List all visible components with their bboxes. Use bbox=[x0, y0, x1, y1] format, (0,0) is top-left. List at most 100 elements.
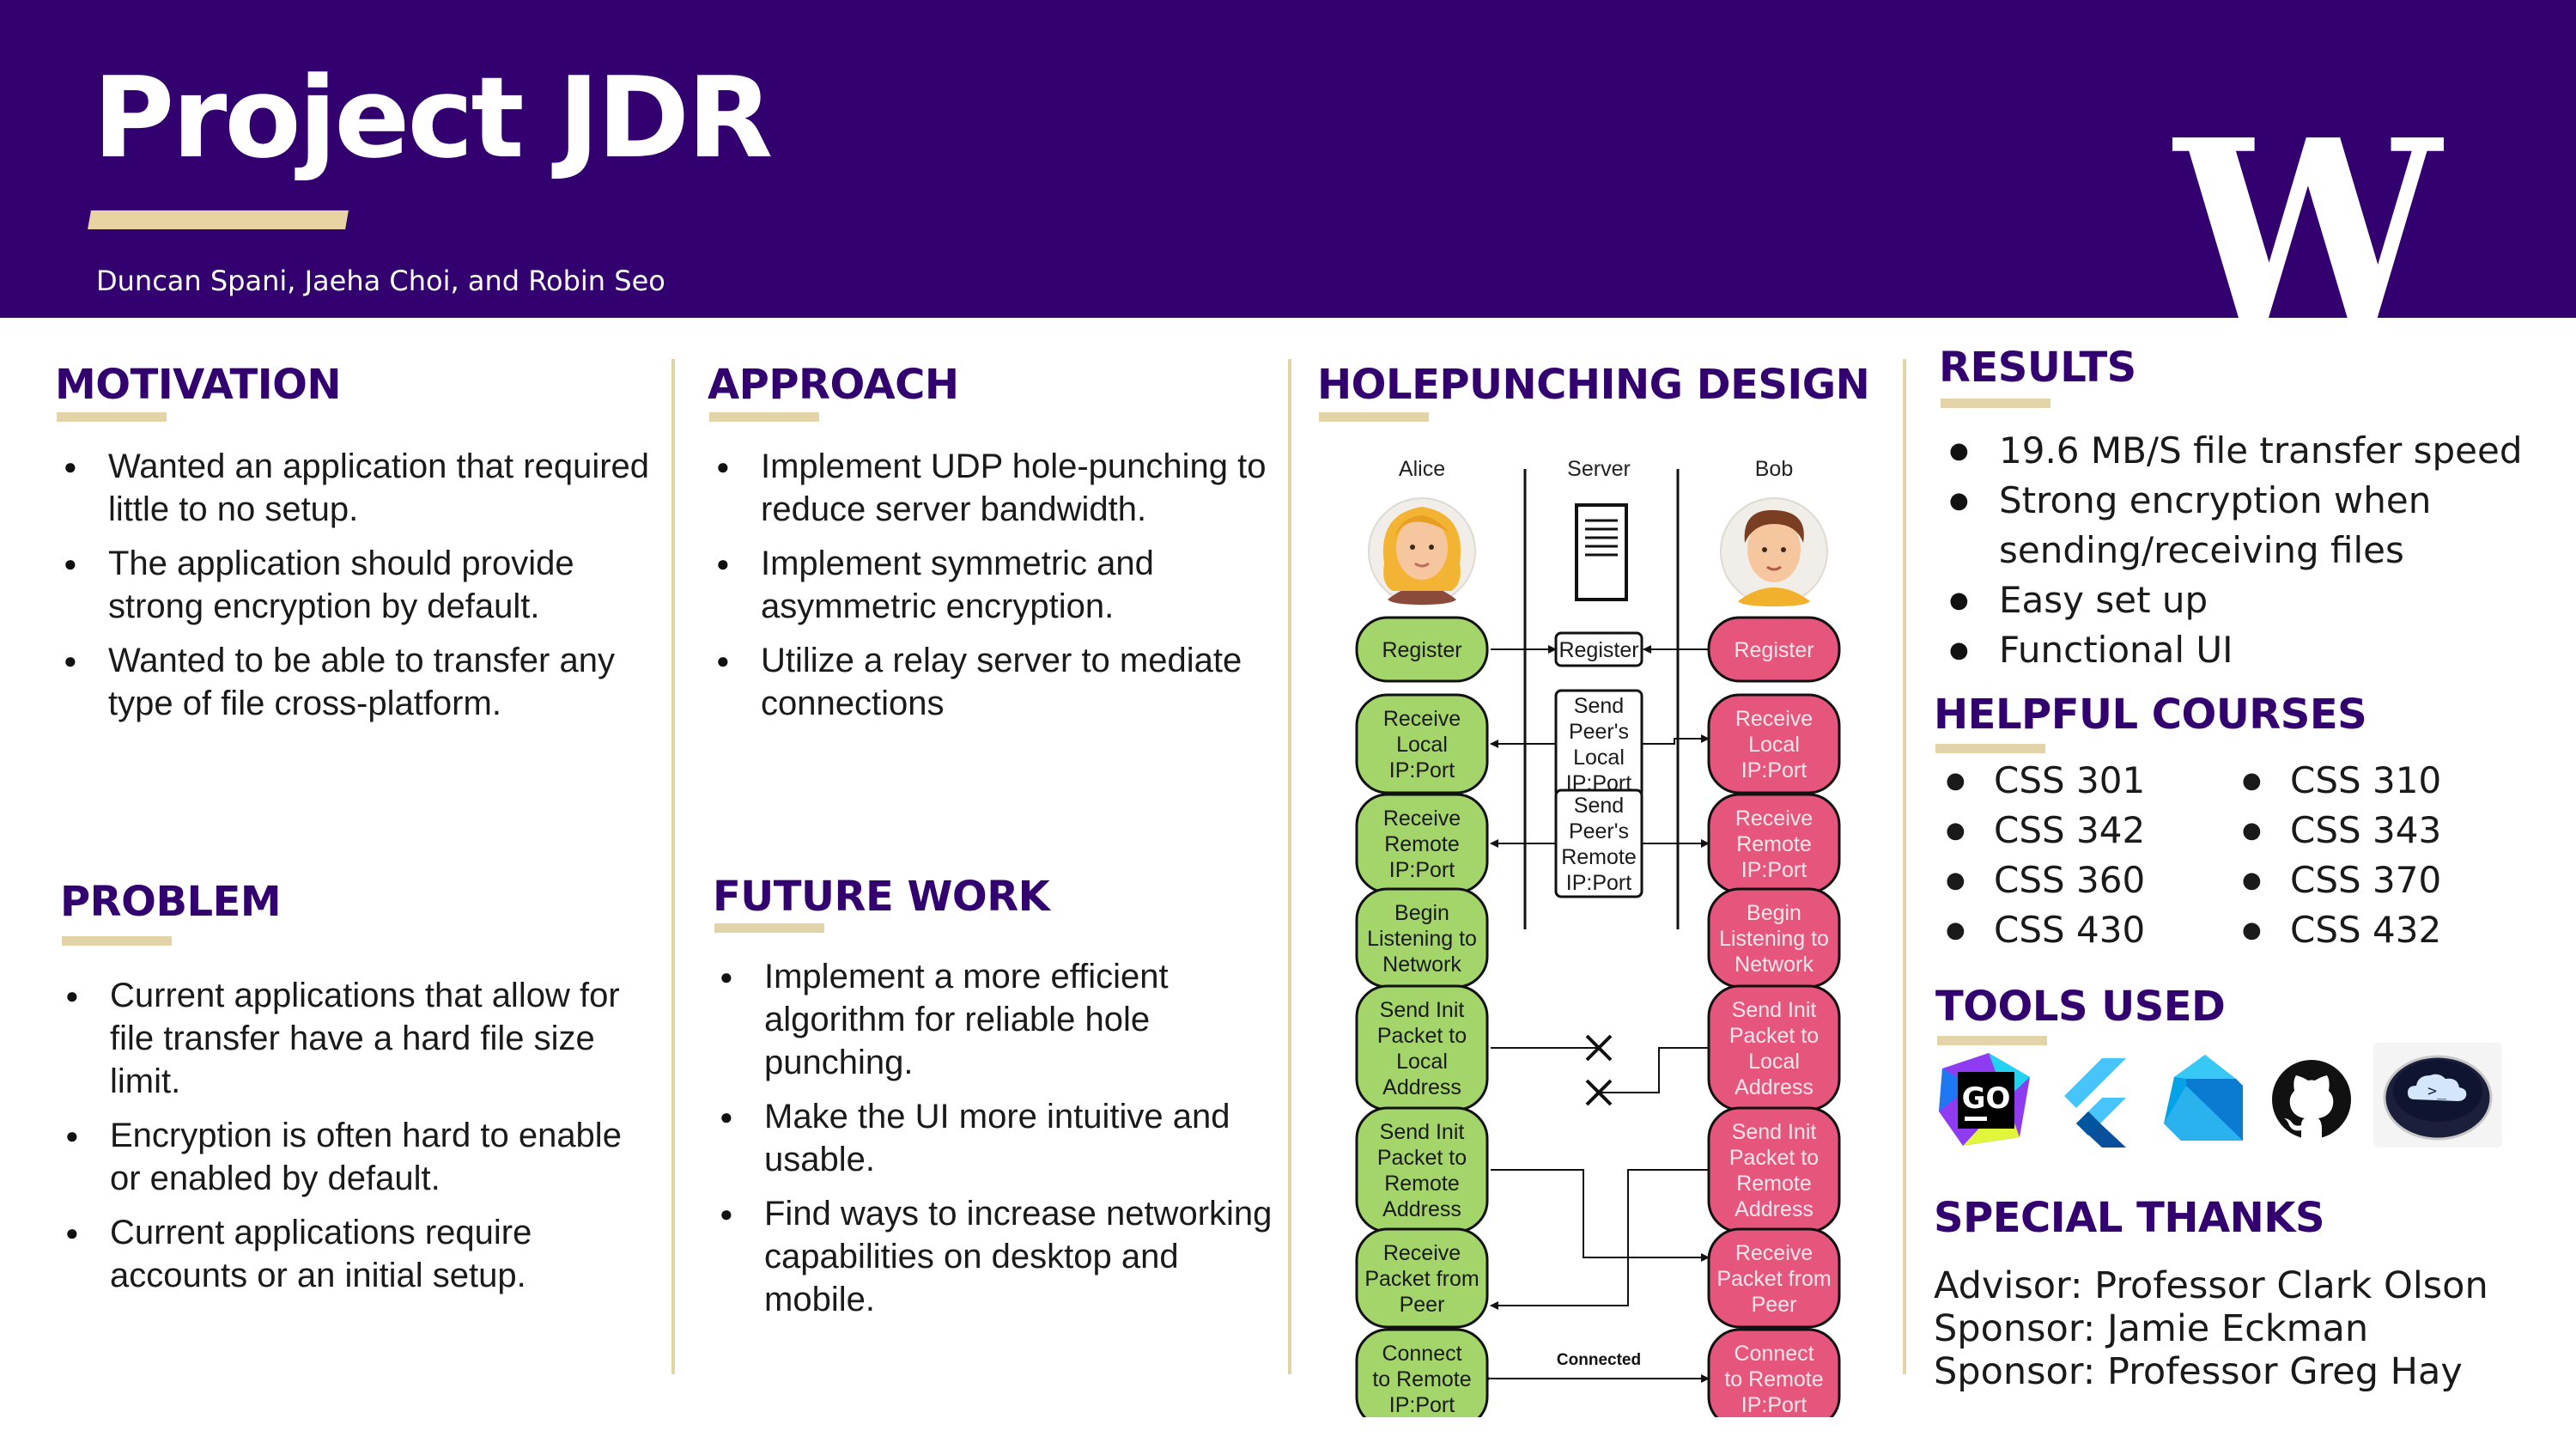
course-item: CSS 432 bbox=[2239, 905, 2535, 955]
list-item: Implement a more efficient algorithm for… bbox=[718, 955, 1276, 1084]
list-item: Current applications require accounts or… bbox=[64, 1211, 656, 1297]
motivation-list: Wanted an application that required litt… bbox=[62, 445, 654, 736]
server-step-3-shape bbox=[1554, 788, 1643, 898]
alice-step-2-label: Receive Local IP:Port bbox=[1383, 707, 1461, 782]
results-underline bbox=[1941, 399, 2050, 408]
alice-step-5-label: Send Init Packet to Local Address bbox=[1377, 998, 1467, 1099]
server-step-3-label: Send Peer's Remote IP:Port bbox=[1561, 794, 1637, 895]
approach-list: Implement UDP hole-punching to reduce se… bbox=[714, 445, 1273, 736]
step-nodes: Register Receive Local IP:Port Receive Remote… bbox=[1355, 616, 1841, 1417]
course-item: CSS 430 bbox=[1942, 905, 2239, 955]
courses-grid: CSS 301 CSS 310 CSS 342 CSS 343 CSS 360 … bbox=[1942, 756, 2561, 955]
list-item: The application should provide strong en… bbox=[62, 542, 654, 628]
bob-step-8-shape bbox=[1707, 1328, 1841, 1417]
bob-step-5-label: Send Init Packet to Local Address bbox=[1729, 998, 1819, 1099]
bob-step-7-shape bbox=[1707, 1227, 1841, 1329]
terminal-prompt: >_ bbox=[2427, 1082, 2446, 1100]
actor-label-server: Server bbox=[1567, 457, 1631, 481]
approach-heading: APPROACH bbox=[708, 361, 959, 409]
page-title: Project JDR bbox=[93, 52, 773, 183]
list-item: Wanted an application that required litt… bbox=[62, 445, 654, 531]
course-item: CSS 342 bbox=[1942, 806, 2239, 855]
thanks-heading: SPECIAL THANKS bbox=[1934, 1194, 2325, 1242]
list-item: Functional UI bbox=[1947, 625, 2566, 675]
alice-step-4-label: Begin Listening to Network bbox=[1367, 901, 1477, 977]
blocked-x-marks bbox=[1585, 1034, 1613, 1106]
courses-underline bbox=[1935, 744, 2045, 753]
alice-step-1-shape bbox=[1355, 616, 1489, 683]
flutter-icon bbox=[2064, 1058, 2126, 1148]
bob-avatar bbox=[1720, 497, 1828, 606]
list-item: Implement UDP hole-punching to reduce se… bbox=[714, 445, 1273, 531]
server-step-1-label: Register bbox=[1558, 638, 1638, 662]
diagram-connectors bbox=[1483, 645, 1710, 1383]
course-item: CSS 370 bbox=[2239, 855, 2535, 905]
problem-heading: PROBLEM bbox=[60, 878, 282, 926]
column-divider-1 bbox=[671, 359, 675, 1374]
holepunching-diagram: Alice Server Bob bbox=[1355, 457, 1841, 1417]
motivation-underline bbox=[57, 412, 167, 422]
tools-underline bbox=[1937, 1036, 2047, 1045]
approach-underline bbox=[709, 412, 819, 422]
bob-step-2-label: Receive Local IP:Port bbox=[1735, 707, 1813, 782]
future-work-heading: FUTURE WORK bbox=[713, 873, 1050, 921]
list-item: Implement symmetric and asymmetric encry… bbox=[714, 542, 1273, 628]
github-icon bbox=[2272, 1060, 2351, 1139]
course-item: CSS 301 bbox=[1942, 756, 2239, 806]
server-icon bbox=[1575, 503, 1628, 601]
list-item: Easy set up bbox=[1947, 575, 2566, 625]
course-item: CSS 343 bbox=[2239, 806, 2535, 855]
alice-avatar bbox=[1368, 497, 1476, 606]
course-item: CSS 310 bbox=[2239, 756, 2535, 806]
actor-label-bob: Bob bbox=[1755, 457, 1793, 481]
column-divider-3 bbox=[1903, 359, 1906, 1374]
list-item: Encryption is often hard to enable or en… bbox=[64, 1114, 656, 1200]
alice-step-6-label: Send Init Packet to Remote Address bbox=[1377, 1120, 1467, 1221]
bob-step-1-label: Register bbox=[1734, 638, 1814, 662]
bob-step-8-label: Connect to Remote IP:Port bbox=[1724, 1342, 1823, 1417]
goland-icon: GO bbox=[1939, 1053, 2030, 1146]
authors: Duncan Spani, Jaeha Choi, and Robin Seo bbox=[96, 265, 665, 297]
title-underline bbox=[88, 210, 349, 229]
uw-logo: W bbox=[2172, 137, 2444, 318]
uw-logo-letter: W bbox=[2172, 137, 2444, 318]
list-item: Current applications that allow for file… bbox=[64, 974, 656, 1103]
course-item: CSS 360 bbox=[1942, 855, 2239, 905]
dart-icon bbox=[2164, 1055, 2243, 1141]
list-item: Find ways to increase networking capabil… bbox=[718, 1192, 1276, 1321]
cloud-terminal-icon: >_ bbox=[2373, 1043, 2502, 1148]
bob-step-7-label: Receive Packet from Peer bbox=[1716, 1241, 1831, 1317]
alice-step-7-label: Receive Packet from Peer bbox=[1364, 1241, 1479, 1317]
list-item: Make the UI more intuitive and usable. bbox=[718, 1095, 1276, 1181]
thanks-list: Advisor: Professor Clark Olson Sponsor: … bbox=[1934, 1264, 2488, 1393]
list-item: Utilize a relay server to mediate connec… bbox=[714, 639, 1273, 725]
design-underline bbox=[1319, 412, 1429, 422]
list-item: 19.6 MB/S file transfer speed bbox=[1947, 426, 2566, 476]
column-divider-2 bbox=[1288, 359, 1291, 1374]
server-step-1-shape bbox=[1554, 631, 1643, 667]
tools-heading: TOOLS USED bbox=[1935, 983, 2226, 1031]
alice-step-2-shape bbox=[1355, 693, 1489, 795]
alice-step-7-shape bbox=[1355, 1227, 1489, 1329]
alice-step-8-label: Connect to Remote IP:Port bbox=[1372, 1342, 1471, 1417]
motivation-heading: MOTIVATION bbox=[55, 361, 342, 409]
results-list: 19.6 MB/S file transfer speed Strong enc… bbox=[1947, 426, 2566, 675]
future-work-list: Implement a more efficient algorithm for… bbox=[718, 955, 1276, 1332]
list-item: Wanted to be able to transfer any type o… bbox=[62, 639, 654, 725]
alice-step-3-label: Receive Remote IP:Port bbox=[1383, 807, 1461, 882]
thanks-line: Sponsor: Jamie Eckman bbox=[1934, 1307, 2369, 1350]
list-item: Strong encryption when sending/receiving… bbox=[1947, 476, 2566, 575]
bob-step-4-label: Begin Listening to Network bbox=[1719, 901, 1829, 977]
bob-step-1-shape bbox=[1707, 616, 1841, 683]
alice-step-8-shape bbox=[1355, 1328, 1489, 1417]
thanks-line: Sponsor: Professor Greg Hay bbox=[1934, 1350, 2463, 1393]
header-banner: Project JDR Duncan Spani, Jaeha Choi, an… bbox=[0, 0, 2576, 318]
bob-step-6-label: Send Init Packet to Remote Address bbox=[1729, 1120, 1819, 1221]
future-work-underline bbox=[714, 923, 824, 933]
bob-step-3-label: Receive Remote IP:Port bbox=[1735, 807, 1813, 882]
results-heading: RESULTS bbox=[1939, 344, 2136, 392]
courses-heading: HELPFUL COURSES bbox=[1934, 691, 2367, 739]
actor-label-alice: Alice bbox=[1399, 457, 1445, 481]
alice-step-1-label: Register bbox=[1382, 638, 1461, 662]
problem-underline bbox=[62, 936, 172, 946]
